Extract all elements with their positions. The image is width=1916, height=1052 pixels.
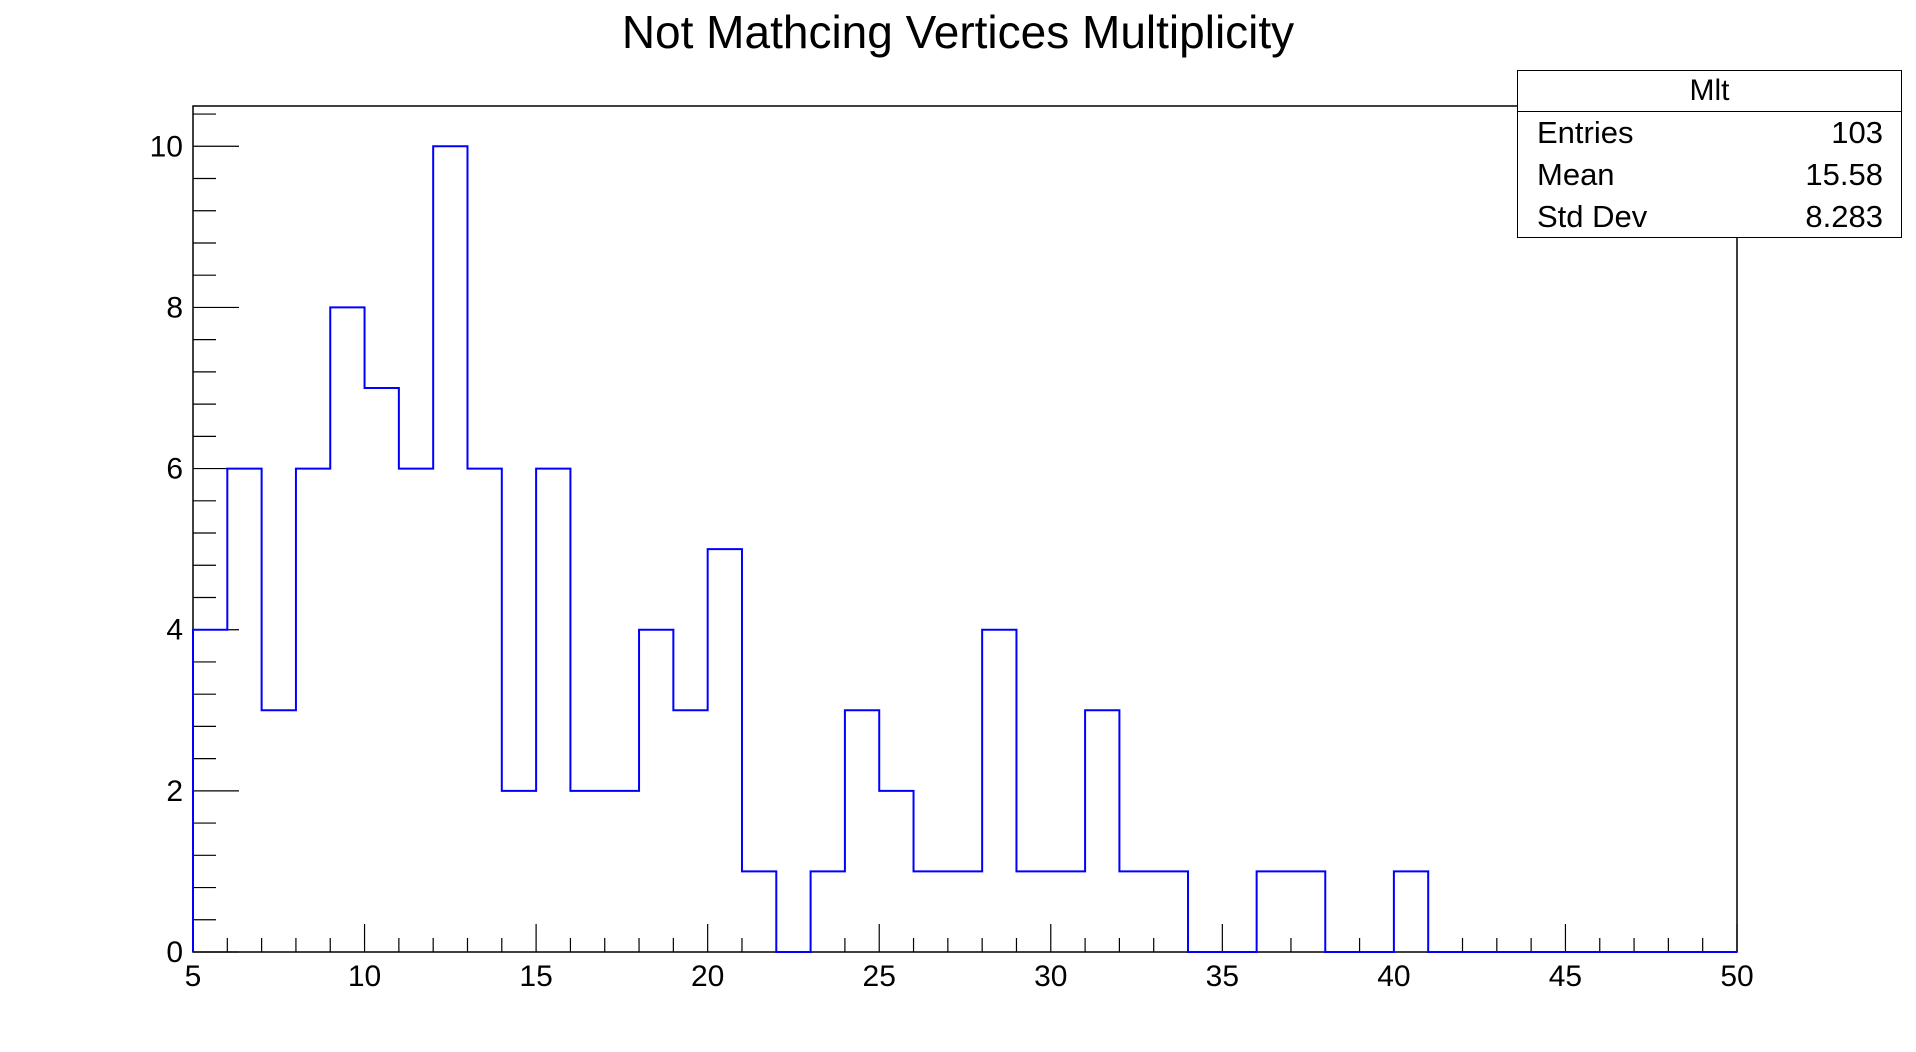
stats-row-mean: Mean 15.58 [1518, 154, 1901, 196]
histogram-bin [365, 388, 399, 952]
histogram-bin [1257, 871, 1291, 952]
y-tick-label: 6 [166, 453, 183, 486]
x-tick-label: 10 [348, 960, 381, 993]
histogram-bin [982, 630, 1016, 952]
x-tick-label: 5 [185, 960, 202, 993]
y-tick-label: 0 [166, 936, 183, 969]
x-tick-label: 20 [691, 960, 724, 993]
y-tick-label: 2 [166, 775, 183, 808]
histogram-bin [742, 871, 776, 952]
histogram-outline [192, 145, 1737, 953]
stats-title: Mlt [1518, 71, 1901, 112]
histogram-bin [399, 469, 433, 952]
histogram-bin [1291, 871, 1325, 952]
histogram-bin [1394, 871, 1428, 952]
histogram-bin [536, 469, 570, 952]
histogram-bin [948, 871, 982, 952]
histogram-bin [811, 871, 845, 952]
histogram-bin [673, 710, 707, 952]
axes: 5 10 15 20 25 30 35 40 45 50 0 2 4 6 8 10 [150, 113, 1754, 993]
histogram-bin [296, 469, 330, 952]
x-tick-label: 50 [1720, 960, 1753, 993]
stats-value: 8.283 [1805, 199, 1883, 234]
x-tick-label: 30 [1034, 960, 1067, 993]
histogram-bin [1051, 871, 1085, 952]
plot-frame [192, 105, 1738, 953]
histogram-bin [605, 791, 639, 952]
y-tick-label: 8 [166, 291, 183, 324]
chart-title: Not Mathcing Vertices Multiplicity [622, 6, 1294, 58]
x-tick-label: 25 [863, 960, 896, 993]
x-tick-label: 35 [1206, 960, 1239, 993]
histogram-bars [193, 146, 1428, 952]
histogram-bin [845, 710, 879, 952]
stats-label: Entries [1537, 115, 1634, 150]
histogram-bin [1154, 871, 1188, 952]
histogram-bin [639, 630, 673, 952]
histogram-bin [330, 307, 364, 952]
stats-label: Mean [1537, 157, 1615, 192]
histogram-bin [708, 549, 742, 952]
histogram-bin [1085, 710, 1119, 952]
histogram-bin [467, 469, 501, 952]
stats-value: 103 [1831, 115, 1883, 150]
histogram-bin [227, 469, 261, 952]
stats-label: Std Dev [1537, 199, 1648, 234]
histogram-bin [570, 791, 604, 952]
stats-row-entries: Entries 103 [1518, 112, 1901, 154]
histogram-bin [1119, 871, 1153, 952]
stats-box: Mlt Entries 103 Mean 15.58 Std Dev 8.283 [1517, 70, 1902, 238]
stats-row-stddev: Std Dev 8.283 [1518, 196, 1901, 238]
y-tick-label: 10 [150, 130, 183, 163]
histogram-bin [262, 710, 296, 952]
histogram-bin [914, 871, 948, 952]
x-tick-label: 40 [1377, 960, 1410, 993]
x-tick-label: 45 [1549, 960, 1582, 993]
histogram-bin [502, 791, 536, 952]
histogram-bin [1016, 871, 1050, 952]
histogram-bin [433, 146, 467, 952]
histogram-bin [879, 791, 913, 952]
x-tick-label: 15 [519, 960, 552, 993]
y-tick-label: 4 [166, 614, 183, 647]
stats-value: 15.58 [1805, 157, 1883, 192]
